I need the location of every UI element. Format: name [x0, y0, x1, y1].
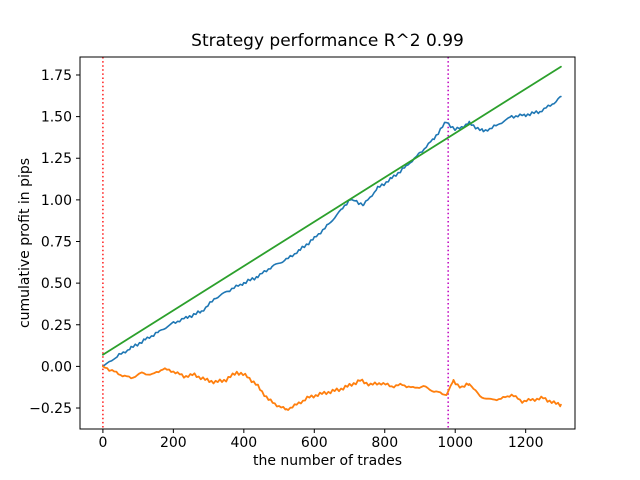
y-tick-label: 1.25	[41, 151, 72, 167]
y-tick-label: 0.50	[41, 276, 72, 292]
chart-title: Strategy performance R^2 0.99	[191, 31, 464, 51]
x-tick-label: 0	[98, 435, 107, 451]
x-tick-label: 800	[371, 435, 398, 451]
x-tick-label: 600	[301, 435, 328, 451]
y-tick-label: 0.25	[41, 318, 72, 334]
x-tick-label: 1000	[437, 435, 473, 451]
x-tick-label: 200	[160, 435, 187, 451]
y-tick-label: 1.00	[41, 193, 72, 209]
y-tick-label: 0.00	[41, 359, 72, 375]
x-tick-label: 1200	[508, 435, 544, 451]
strategy-cumulative-profit-line	[102, 95, 562, 368]
baseline-cumulative-profit-line	[102, 365, 562, 411]
axes-box	[79, 56, 576, 430]
y-tick-label: 0.75	[41, 235, 72, 251]
y-tick-label: 1.75	[41, 68, 72, 84]
linear-fit-line	[102, 65, 562, 356]
y-tick-label: 1.50	[41, 110, 72, 126]
x-tick-label: 400	[230, 435, 257, 451]
y-tick-label: −0.25	[29, 401, 72, 417]
x-axis-label: the number of trades	[252, 453, 403, 469]
